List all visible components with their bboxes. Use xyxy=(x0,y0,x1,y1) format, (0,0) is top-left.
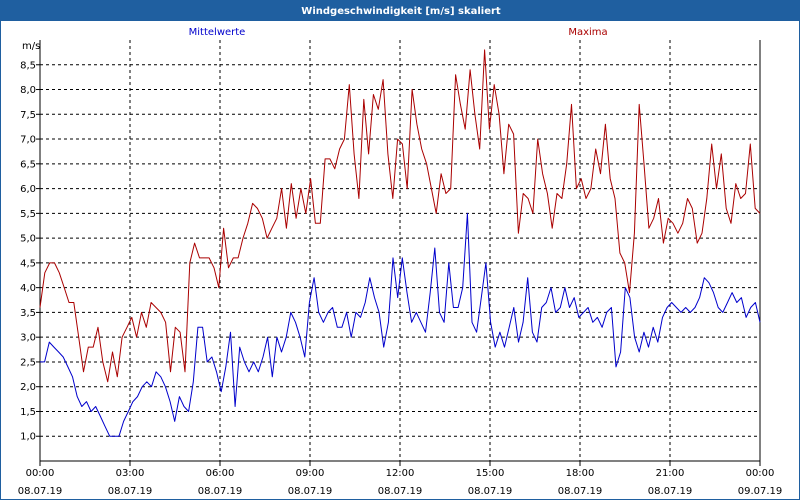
x-tick-time: 00:00 xyxy=(26,468,55,479)
y-tick-label: 1,5 xyxy=(20,407,36,418)
axes xyxy=(36,40,761,466)
x-tick-date: 08.07.19 xyxy=(198,486,243,497)
x-tick-date: 08.07.19 xyxy=(468,486,513,497)
y-tick-label: 2,5 xyxy=(20,357,36,368)
y-tick-label: 6,5 xyxy=(20,159,36,170)
x-tick-date: 08.07.19 xyxy=(108,486,153,497)
x-tick-time: 00:00 xyxy=(746,468,775,479)
x-tick-time: 12:00 xyxy=(386,468,415,479)
x-tick-date: 09.07.19 xyxy=(738,486,783,497)
series-line-maxima xyxy=(39,49,761,383)
x-tick-labels: 00:00 08.07.19 03:00 08.07.19 06:00 08.07.19 0… xyxy=(18,468,783,497)
x-tick-date: 08.07.19 xyxy=(648,486,693,497)
y-tick-label: 2,0 xyxy=(20,382,36,393)
y-tick-label: 4,0 xyxy=(20,283,36,294)
y-tick-label: 4,5 xyxy=(20,258,36,269)
y-tick-label: 8,0 xyxy=(20,85,36,96)
series-line-mittelwerte xyxy=(40,212,761,437)
window-title: Windgeschwindigkeit [m/s] skaliert xyxy=(1,1,800,21)
x-tick-date: 08.07.19 xyxy=(18,486,63,497)
x-tick-time: 18:00 xyxy=(566,468,595,479)
y-tick-label: 3,5 xyxy=(20,308,36,319)
y-tick-label: 5,5 xyxy=(20,209,36,220)
legend-mittelwerte: Mittelwerte xyxy=(189,27,246,38)
y-tick-label: 5,0 xyxy=(20,234,36,245)
y-tick-label: 8,5 xyxy=(20,60,36,71)
legend-maxima: Maxima xyxy=(568,27,607,38)
y-tick-label: 7,5 xyxy=(20,110,36,121)
x-tick-time: 21:00 xyxy=(656,468,685,479)
grid-lines xyxy=(40,40,760,461)
series-lines xyxy=(39,49,761,437)
y-tick-label: 1,0 xyxy=(20,432,36,443)
x-tick-date: 08.07.19 xyxy=(558,486,603,497)
y-axis-unit: m/s xyxy=(22,41,40,52)
x-tick-time: 06:00 xyxy=(206,468,235,479)
x-tick-date: 08.07.19 xyxy=(378,486,423,497)
x-tick-time: 09:00 xyxy=(296,468,325,479)
y-tick-label: 6,0 xyxy=(20,184,36,195)
y-tick-label: 3,0 xyxy=(20,333,36,344)
x-tick-time: 03:00 xyxy=(116,468,145,479)
y-tick-labels: 1,0 1,5 2,0 2,5 3,0 3,5 4,0 4,5 5,0 5,5 6,0 6,5 7,0 7… xyxy=(20,60,36,442)
x-tick-date: 08.07.19 xyxy=(288,486,333,497)
x-tick-time: 15:00 xyxy=(476,468,505,479)
y-tick-label: 7,0 xyxy=(20,135,36,146)
